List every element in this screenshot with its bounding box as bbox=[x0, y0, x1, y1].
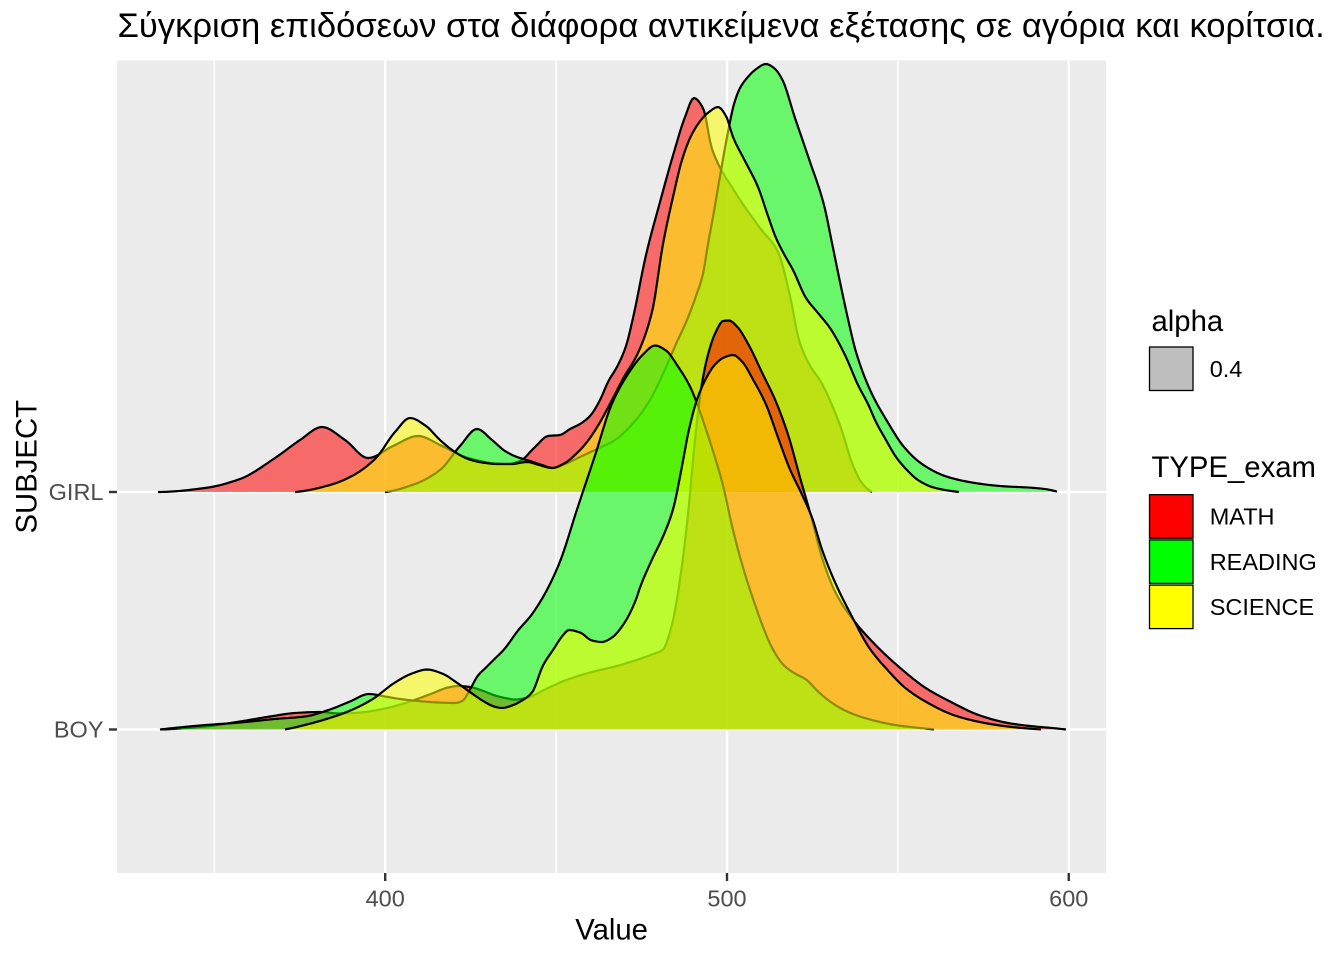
svg-text:SUBJECT: SUBJECT bbox=[11, 400, 44, 534]
svg-text:Value: Value bbox=[575, 914, 648, 947]
svg-text:TYPE_exam: TYPE_exam bbox=[1152, 451, 1316, 484]
svg-text:BOY: BOY bbox=[54, 717, 104, 743]
svg-text:600: 600 bbox=[1049, 886, 1088, 912]
svg-text:GIRL: GIRL bbox=[49, 479, 104, 505]
svg-text:alpha: alpha bbox=[1152, 305, 1224, 338]
svg-text:500: 500 bbox=[707, 886, 746, 912]
svg-text:MATH: MATH bbox=[1210, 504, 1275, 530]
svg-text:SCIENCE: SCIENCE bbox=[1210, 594, 1314, 620]
svg-text:Σύγκριση επιδόσεων στα διάφορα: Σύγκριση επιδόσεων στα διάφορα αντικείμε… bbox=[118, 7, 1325, 45]
svg-text:0.4: 0.4 bbox=[1210, 356, 1243, 382]
svg-text:READING: READING bbox=[1210, 549, 1317, 575]
svg-text:400: 400 bbox=[366, 886, 405, 912]
